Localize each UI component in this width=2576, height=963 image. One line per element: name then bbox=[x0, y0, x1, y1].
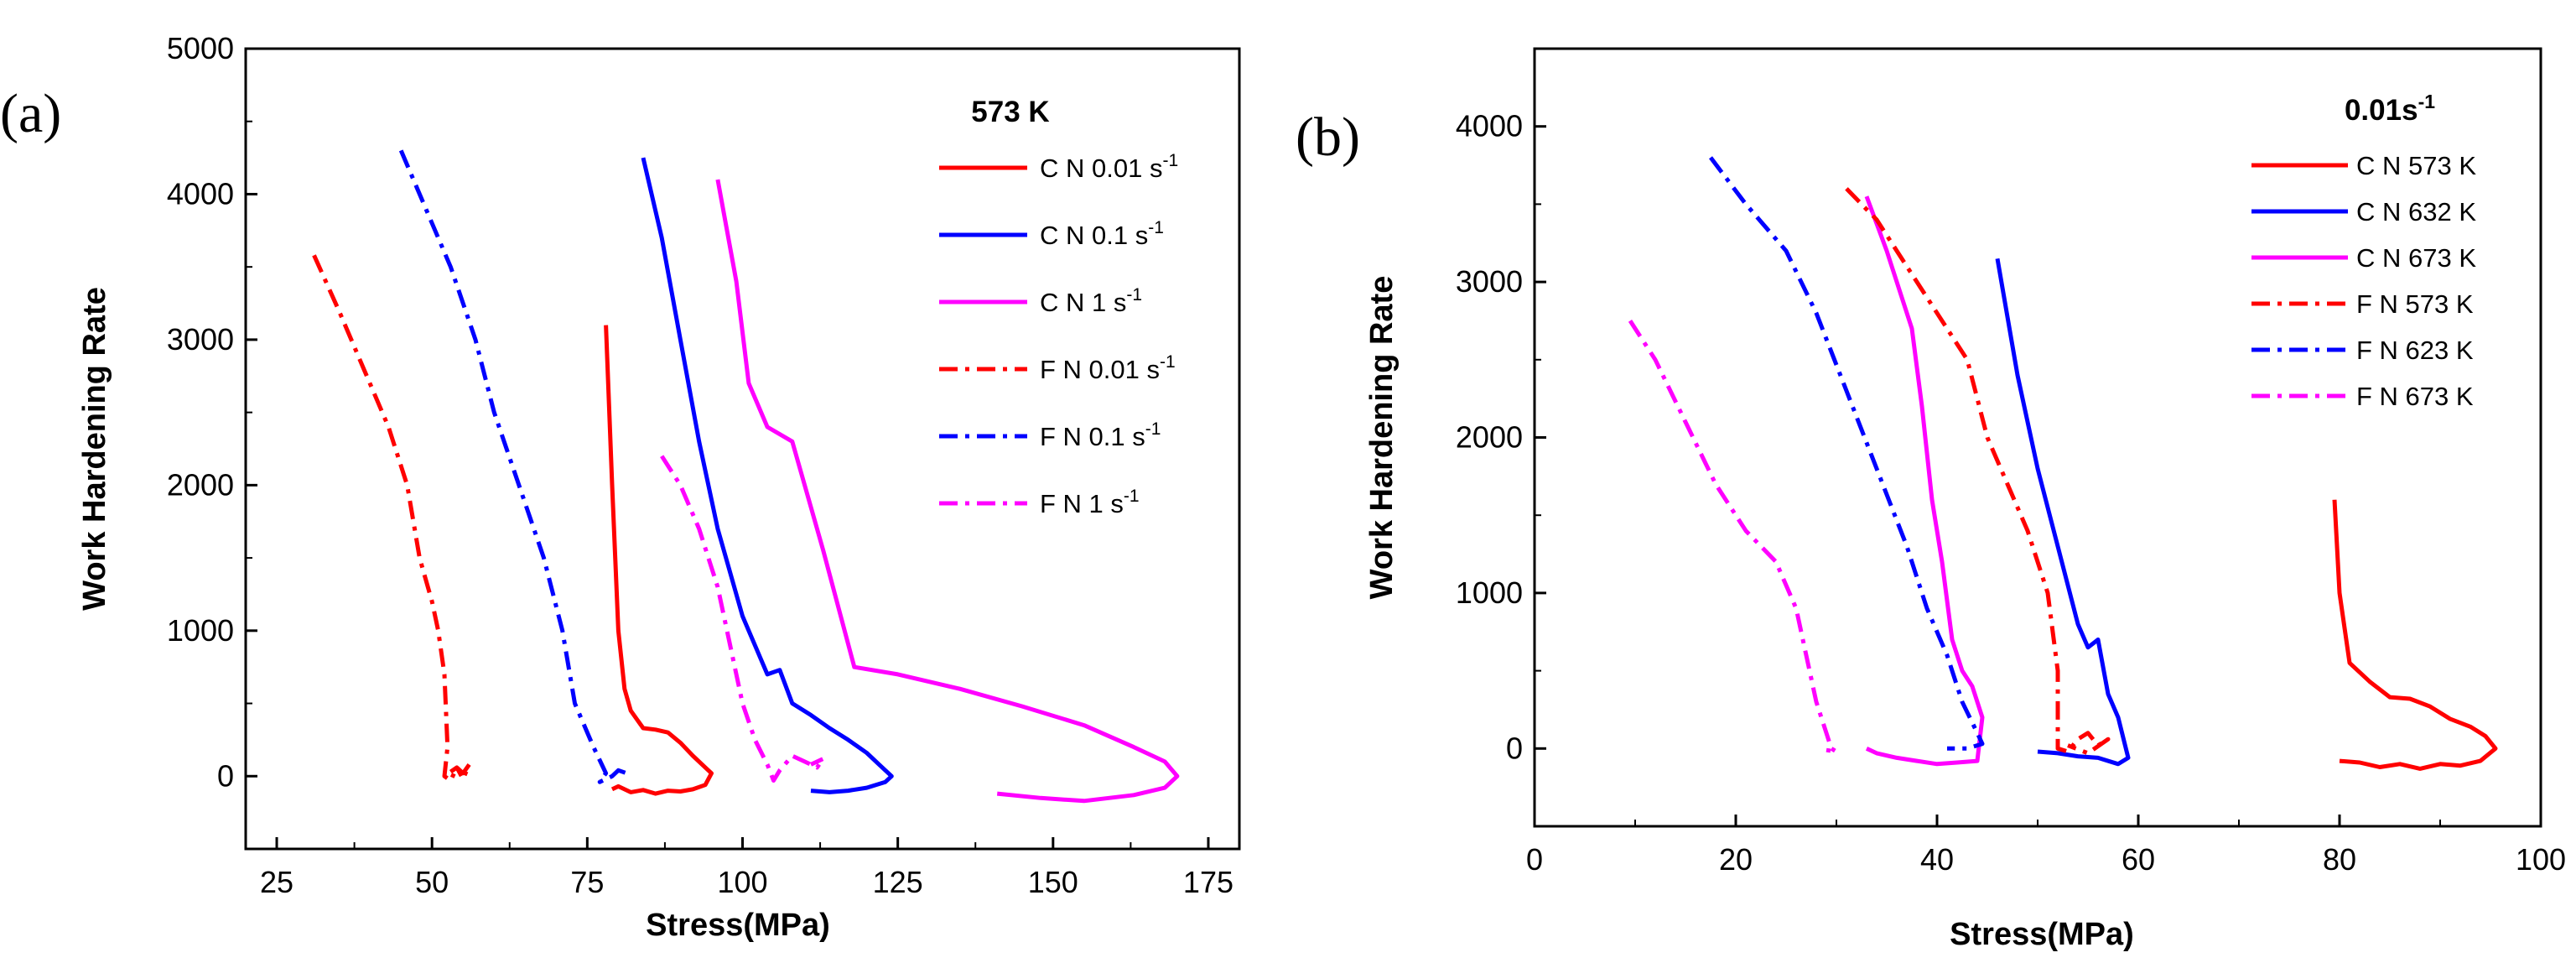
panel-b-y-tick-label: 0 bbox=[1506, 731, 1523, 765]
panel-a-chart: (a) Stress(MPa) Work Hardening Rate 573 … bbox=[0, 31, 1241, 943]
panel-a-legend-label-1: C N 0.01 s-1 bbox=[1040, 151, 1178, 183]
panel-b-label: (b) bbox=[1296, 107, 1360, 168]
panel-b-series-line-2 bbox=[1995, 258, 2131, 767]
panel-b-series-line-3 bbox=[1864, 195, 1985, 767]
panel-a-x-tick-label: 50 bbox=[415, 865, 449, 899]
panel-a-x-tick-label: 150 bbox=[1028, 865, 1078, 899]
panel-a-series-line-4 bbox=[312, 254, 472, 783]
panel-a-legend-title: 573 K bbox=[971, 96, 1049, 128]
panel-b-series-line-1 bbox=[2332, 499, 2498, 771]
panel-a-x-tick-label: 100 bbox=[717, 865, 767, 899]
panel-b-series-line-6 bbox=[1628, 320, 1839, 754]
panel-a-series-line-6 bbox=[660, 455, 826, 783]
panel-a-ylabel: Work Hardening Rate bbox=[77, 287, 112, 611]
panel-a-series-line-3 bbox=[715, 179, 1180, 804]
panel-b-legend-label-2: C N 632 K bbox=[2356, 197, 2476, 226]
panel-b-legend-label-6: F N 673 K bbox=[2356, 382, 2474, 411]
panel-b-x-tick-label: 0 bbox=[1526, 842, 1543, 877]
panel-a-legend-label-6: F N 1 s-1 bbox=[1040, 487, 1140, 518]
panel-a-y-tick-label: 3000 bbox=[167, 322, 234, 357]
panel-a-series-line-1 bbox=[604, 325, 714, 796]
panel-b-legend-label-3: C N 673 K bbox=[2356, 243, 2476, 273]
panel-a-series-group bbox=[312, 149, 1180, 804]
panel-a-legend-label-4: F N 0.01 s-1 bbox=[1040, 352, 1176, 384]
panel-a-y-tick-label: 2000 bbox=[167, 467, 234, 502]
panel-b-legend-label-5: F N 623 K bbox=[2356, 336, 2474, 365]
panel-a-y-tick-label: 1000 bbox=[167, 613, 234, 648]
panel-a-y-tick-label: 4000 bbox=[167, 176, 234, 211]
panel-b-x-tick-label: 100 bbox=[2516, 842, 2566, 877]
panel-b-y-tick-label: 4000 bbox=[1456, 109, 1523, 143]
panel-b-legend-title-exp: -1 bbox=[2418, 91, 2436, 112]
panel-a-legend-label-5: F N 0.1 s-1 bbox=[1040, 419, 1161, 451]
panel-a-legend-label-2: C N 0.1 s-1 bbox=[1040, 218, 1164, 250]
panel-a-legend-label-3: C N 1 s-1 bbox=[1040, 285, 1142, 317]
panel-b-x-tick-label: 60 bbox=[2122, 842, 2155, 877]
panel-b-legend-label-1: C N 573 K bbox=[2356, 151, 2476, 180]
panel-b-legend: C N 573 K C N 632 K C N 673 K F N 573 K F N … bbox=[2251, 151, 2476, 411]
panel-a-y-tick-label: 0 bbox=[217, 758, 234, 793]
panel-b-series-group bbox=[1628, 156, 2498, 771]
panel-a-series-line-5 bbox=[398, 149, 632, 784]
panel-a-legend: C N 0.01 s-1 C N 0.1 s-1 C N 1 s-1 F N 0.01… bbox=[939, 151, 1178, 518]
panel-a-label: (a) bbox=[0, 83, 61, 144]
panel-a-x-tick-label: 25 bbox=[260, 865, 293, 899]
panel-b-legend-title-base: 0.01s bbox=[2345, 94, 2418, 127]
panel-a-y-tick-label: 5000 bbox=[167, 31, 234, 65]
panel-a-x-tick-label: 175 bbox=[1183, 865, 1233, 899]
panel-b-legend-title: 0.01s-1 bbox=[2345, 91, 2435, 127]
panel-b-x-tick-label: 80 bbox=[2323, 842, 2356, 877]
panel-b-y-tick-label: 2000 bbox=[1456, 420, 1523, 455]
panel-b-legend-label-4: F N 573 K bbox=[2356, 289, 2474, 319]
panel-b-y-tick-label: 1000 bbox=[1456, 575, 1523, 610]
panel-a-series-line-2 bbox=[641, 157, 894, 794]
panel-b-chart: (b) Stress(MPa) Work Hardening Rate 0.01… bbox=[1296, 47, 2566, 952]
panel-a-x-tick-label: 75 bbox=[570, 865, 604, 899]
panel-b-ylabel: Work Hardening Rate bbox=[1364, 276, 1400, 600]
panel-a-x-tick-label: 125 bbox=[873, 865, 923, 899]
panel-b-y-tick-label: 3000 bbox=[1456, 264, 1523, 299]
panel-b-series-line-4 bbox=[1845, 187, 2111, 756]
panel-b-xlabel: Stress(MPa) bbox=[1950, 917, 2134, 952]
panel-b-x-tick-label: 40 bbox=[1920, 842, 1954, 877]
panel-b-x-tick-label: 20 bbox=[1719, 842, 1753, 877]
panel-b-series-line-5 bbox=[1709, 156, 1985, 751]
panel-a-xlabel: Stress(MPa) bbox=[646, 908, 830, 943]
